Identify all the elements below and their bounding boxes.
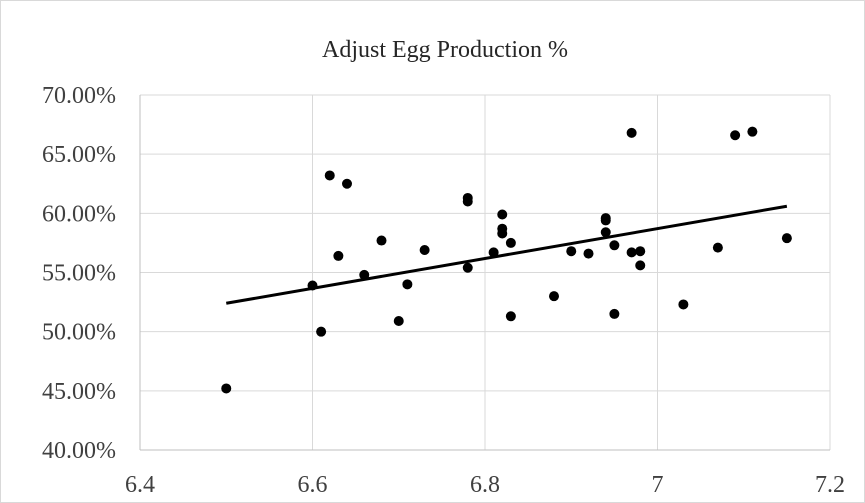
data-point bbox=[488, 247, 499, 258]
y-tick-label: 60.00% bbox=[42, 201, 116, 227]
x-tick-label: 7.2 bbox=[815, 472, 845, 498]
data-point bbox=[600, 215, 611, 226]
chart-title: Adjust Egg Production % bbox=[322, 37, 568, 63]
data-point bbox=[635, 260, 646, 271]
y-tick-label: 55.00% bbox=[42, 261, 116, 287]
data-point bbox=[626, 247, 637, 258]
data-point bbox=[376, 235, 387, 246]
data-point bbox=[730, 130, 741, 141]
data-point bbox=[678, 299, 689, 310]
y-tick-label: 40.00% bbox=[42, 438, 116, 464]
x-tick-label: 6.8 bbox=[470, 472, 500, 498]
data-point bbox=[307, 280, 318, 291]
x-tick-label: 7 bbox=[652, 472, 664, 498]
data-point bbox=[342, 178, 352, 189]
data-point bbox=[505, 237, 516, 248]
y-tick-label: 50.00% bbox=[42, 320, 116, 346]
x-tick-label: 6.6 bbox=[298, 472, 328, 498]
data-point bbox=[635, 246, 646, 257]
data-point bbox=[609, 240, 620, 251]
data-point bbox=[462, 196, 473, 207]
data-point bbox=[747, 126, 758, 137]
data-point bbox=[566, 246, 577, 257]
data-point bbox=[609, 308, 620, 319]
data-point bbox=[583, 248, 594, 259]
trendline-layer bbox=[225, 204, 788, 305]
trendline bbox=[225, 204, 788, 305]
data-point bbox=[600, 227, 611, 238]
data-point bbox=[393, 316, 404, 327]
axes: 40.00% 45.00% 50.00% 55.00% 60.00% 65.00% 70.0… bbox=[42, 83, 845, 498]
y-tick-label: 65.00% bbox=[42, 142, 116, 168]
data-point bbox=[419, 245, 430, 256]
gridlines bbox=[140, 94, 831, 450]
data-point bbox=[712, 242, 723, 253]
data-point bbox=[626, 127, 637, 138]
data-points bbox=[221, 126, 792, 394]
x-tick-label: 6.4 bbox=[125, 472, 155, 498]
data-point bbox=[497, 228, 508, 239]
data-point bbox=[781, 233, 792, 244]
data-point bbox=[316, 326, 327, 337]
data-point bbox=[324, 170, 335, 181]
data-point bbox=[359, 269, 370, 280]
y-tick-label: 70.00% bbox=[42, 83, 116, 109]
data-point bbox=[221, 383, 232, 394]
y-tick-label: 45.00% bbox=[42, 379, 116, 405]
data-point bbox=[402, 279, 413, 290]
data-point bbox=[549, 291, 559, 302]
data-point bbox=[333, 250, 344, 261]
data-point bbox=[497, 209, 508, 220]
data-point bbox=[505, 311, 516, 322]
data-point bbox=[462, 262, 473, 273]
